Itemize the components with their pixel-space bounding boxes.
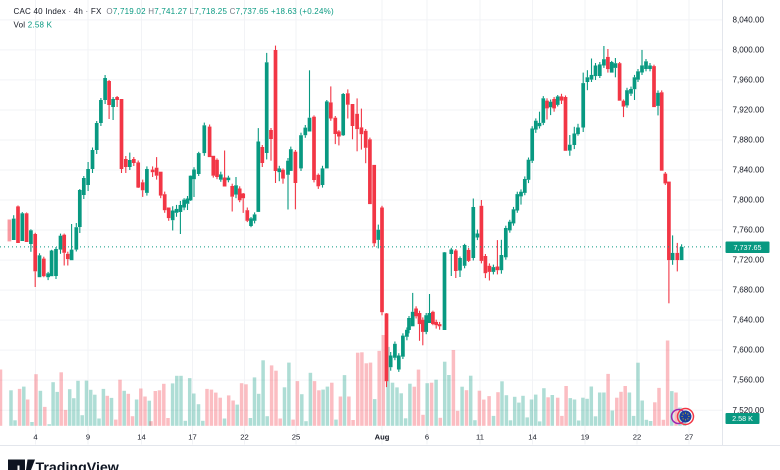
svg-text:CAC 40 Index · 4h · FX O7,719: CAC 40 Index · 4h · FX O7,719.02 H7,741.…: [14, 7, 334, 16]
svg-text:4: 4: [33, 433, 37, 442]
svg-text:7,737.65: 7,737.65: [734, 243, 762, 252]
svg-text:25: 25: [292, 433, 300, 442]
svg-text:7,800.00: 7,800.00: [733, 196, 765, 205]
svg-text:8,000.00: 8,000.00: [733, 46, 765, 55]
svg-text:22: 22: [240, 433, 248, 442]
svg-text:7,920.00: 7,920.00: [733, 106, 765, 115]
svg-text:9: 9: [86, 433, 90, 442]
svg-text:7,560.00: 7,560.00: [733, 376, 765, 385]
svg-text:7,960.00: 7,960.00: [733, 76, 765, 85]
svg-text:7,880.00: 7,880.00: [733, 136, 765, 145]
svg-text:11: 11: [476, 433, 484, 442]
svg-text:8,040.00: 8,040.00: [733, 16, 765, 25]
svg-text:17: 17: [188, 433, 196, 442]
svg-text:22: 22: [633, 433, 641, 442]
svg-text:27: 27: [685, 433, 693, 442]
svg-text:Aug: Aug: [375, 433, 390, 442]
svg-text:Vol 2.58 K: Vol 2.58 K: [14, 20, 53, 29]
svg-text:14: 14: [528, 433, 536, 442]
svg-text:7,680.00: 7,680.00: [733, 286, 765, 295]
svg-text:7,840.00: 7,840.00: [733, 166, 765, 175]
svg-text:7,720.00: 7,720.00: [733, 256, 765, 265]
svg-text:7,760.00: 7,760.00: [733, 226, 765, 235]
svg-text:7,600.00: 7,600.00: [733, 346, 765, 355]
svg-text:19: 19: [581, 433, 589, 442]
svg-text:2.58 K: 2.58 K: [732, 414, 753, 423]
svg-text:7,520.00: 7,520.00: [733, 406, 765, 415]
svg-text:7,640.00: 7,640.00: [733, 316, 765, 325]
svg-text:TradingView: TradingView: [36, 460, 120, 470]
svg-text:14: 14: [137, 433, 145, 442]
svg-text:6: 6: [425, 433, 429, 442]
